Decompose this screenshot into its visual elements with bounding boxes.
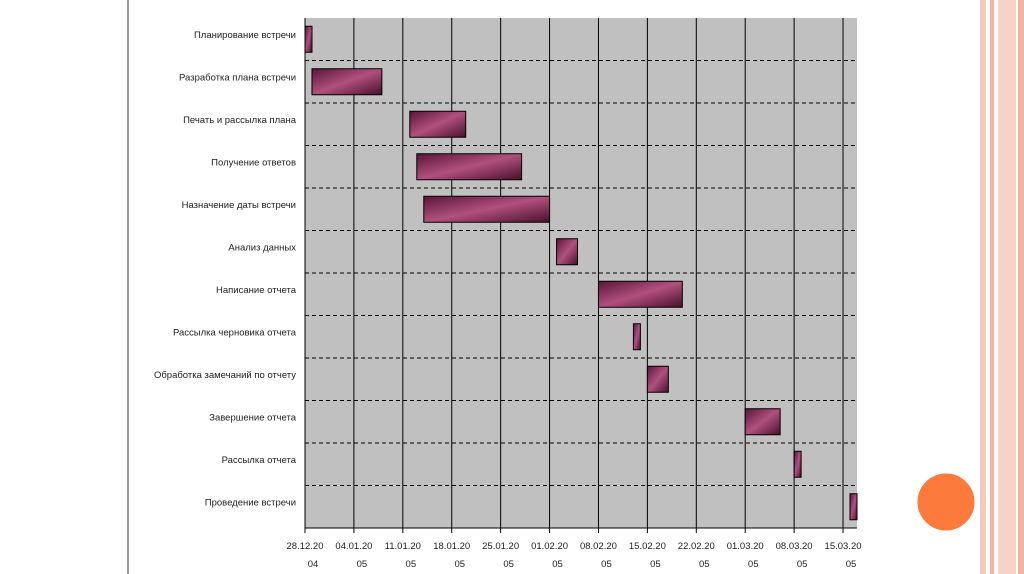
x-tick-label: 01.03.20 05 (727, 541, 764, 570)
x-tick-label: 04.01.20 05 (335, 541, 372, 570)
stripe (990, 0, 994, 574)
task-bar (556, 238, 579, 266)
y-tick-label: Получение ответов (211, 157, 296, 168)
x-tick-label: 15.03.20 05 (825, 541, 862, 570)
y-tick-label: Рассылка черновика отчета (173, 327, 297, 338)
task-bar (423, 195, 551, 223)
task-bar (304, 25, 313, 53)
task-bar (416, 153, 523, 181)
task-bar (632, 323, 641, 351)
x-tick-label: 18.01.20 05 (433, 541, 470, 570)
y-tick-label: Рассылка отчета (222, 455, 297, 466)
x-tick-label: 11.01.20 05 (385, 541, 421, 570)
y-tick-label: Печать и рассылка плана (183, 115, 297, 126)
task-bar (597, 280, 683, 308)
task-bar (793, 450, 802, 478)
task-bar (646, 365, 669, 393)
x-tick-label: 08.02.20 05 (580, 541, 617, 570)
y-tick-label: Назначение даты встречи (182, 200, 296, 211)
y-tick-label: Написание отчета (216, 285, 297, 296)
task-bar (409, 110, 467, 138)
chart: 28.12.20 04 04.01.20 05 11.01.20 05 18.01.20 05… (154, 18, 862, 570)
x-tick-label: 15.02.20 05 (629, 541, 666, 570)
stripe (998, 0, 1016, 574)
stripe (1018, 0, 1024, 574)
x-tick-label: 28.12.20 04 (287, 541, 324, 570)
y-tick-label: Завершение отчета (209, 412, 296, 423)
y-tick-label: Обработка замечаний по отчету (154, 370, 296, 381)
y-tick-label: Разработка плана встречи (179, 72, 296, 83)
stripe (980, 0, 986, 574)
x-tick-label: 22.02.20 05 (678, 541, 715, 570)
decoration-circle (914, 470, 978, 534)
x-tick-label: 25.01.20 05 (482, 541, 519, 570)
task-bar (311, 68, 383, 96)
y-tick-label: Планирование встречи (194, 30, 296, 41)
x-tick-label: 01.02.20 05 (531, 541, 568, 570)
y-tick-label: Проведение встречи (205, 497, 296, 508)
task-bar (744, 408, 781, 436)
y-tick-label: Анализ данных (228, 242, 296, 253)
x-tick-label: 08.03.20 05 (776, 541, 813, 570)
task-bar (849, 493, 858, 521)
